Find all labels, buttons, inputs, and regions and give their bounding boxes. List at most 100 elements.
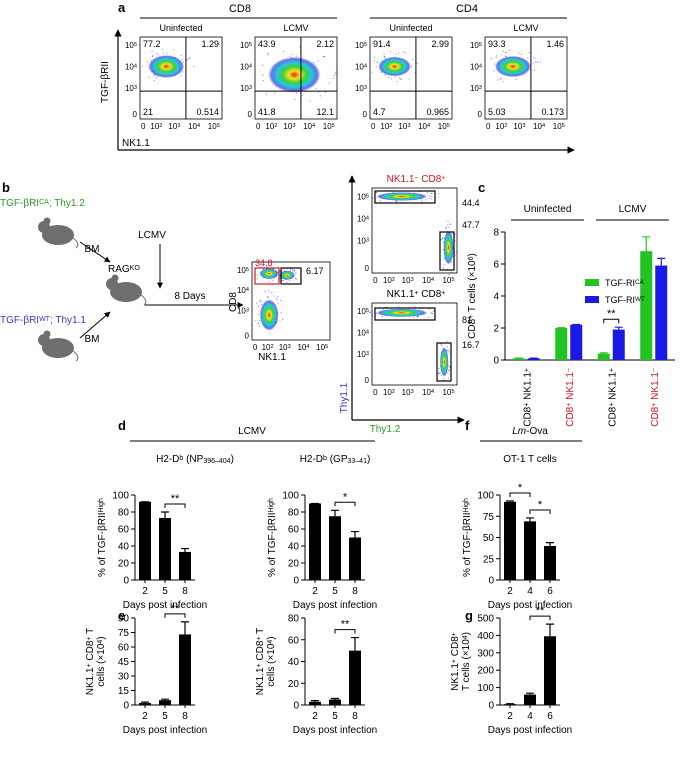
bar	[179, 551, 191, 580]
event-dot	[382, 308, 385, 310]
x-axis-label: Days post infection	[488, 725, 573, 736]
event-dot	[527, 56, 529, 58]
event-dot	[289, 269, 292, 272]
text-segment: 5	[451, 389, 454, 395]
y-tick-label: 0	[365, 264, 370, 273]
y-tick-label: 300	[477, 648, 494, 659]
event-dot	[408, 78, 410, 80]
event-dot	[437, 371, 439, 373]
event-dot	[180, 54, 182, 57]
y-tick-label: 0	[488, 701, 494, 712]
x-tick-label: 8	[182, 586, 188, 597]
x-tick-label: 0	[373, 276, 378, 285]
y-tick-label: 105	[125, 41, 137, 50]
text-segment: 10	[422, 388, 431, 397]
y-tick-label: 0	[248, 110, 253, 119]
quadrant-value: 4.7	[373, 107, 386, 117]
y-tick-label: 20	[118, 559, 130, 570]
text-segment: +	[608, 403, 615, 407]
text-segment: NK1.1	[607, 372, 618, 403]
event-dot	[315, 87, 317, 89]
text-segment: 10	[357, 193, 366, 202]
legend-swatch	[585, 279, 599, 286]
y-tick-label: 104	[240, 63, 252, 72]
text-segment: 4	[197, 123, 200, 129]
error-bar	[141, 701, 149, 704]
event-dot	[162, 52, 165, 54]
text-segment: 4	[431, 389, 434, 395]
y-tick-label: 105	[240, 41, 252, 50]
density-blob	[268, 56, 321, 93]
text-segment: 3	[366, 238, 369, 244]
significance-bracket	[529, 509, 551, 514]
event-dot	[386, 306, 388, 308]
step-label: BM	[85, 244, 100, 255]
text-segment: % of TGF-βRII	[97, 512, 108, 576]
event-dot	[432, 310, 434, 312]
error-bar	[161, 698, 169, 701]
error-bar	[351, 530, 359, 538]
text-segment: CD8	[522, 406, 533, 426]
event-dot	[416, 62, 419, 64]
axis-label: NK1.1	[258, 352, 286, 363]
text-segment: NK1.1	[387, 174, 415, 185]
error-bar	[546, 542, 554, 546]
event-dot	[443, 378, 445, 380]
recipient-label: RAGKO	[108, 264, 140, 275]
event-dot	[454, 233, 456, 235]
event-dot	[280, 312, 282, 314]
event-dot	[442, 237, 444, 239]
x-tick-label: 105	[442, 276, 454, 285]
bar	[544, 546, 556, 580]
mouse-icon	[38, 330, 79, 362]
density-blob	[378, 56, 411, 77]
x-tick-label: CD8+ NK1.1+	[522, 368, 533, 427]
text-segment: 33–41	[348, 458, 368, 465]
x-tick-label: 4	[527, 711, 533, 722]
text-segment: CD8	[607, 406, 618, 426]
text-segment: 10	[237, 286, 246, 295]
event-dot	[335, 71, 337, 73]
event-dot	[450, 223, 452, 225]
step-label: 8 Days	[174, 291, 205, 302]
text-segment: 6	[468, 256, 475, 260]
error-bar	[331, 509, 339, 517]
event-dot	[270, 264, 272, 266]
gate	[254, 267, 280, 285]
text-segment: +	[565, 403, 572, 407]
y-axis-label: CD8+ T cells (×106)	[467, 253, 478, 339]
event-dot	[518, 52, 520, 54]
y-tick-label: 15	[118, 686, 130, 697]
text-segment: 10	[533, 122, 542, 131]
event-dot	[493, 70, 495, 72]
bar	[309, 701, 321, 705]
text-segment: 10	[240, 41, 249, 50]
x-tick-label: 103	[513, 122, 525, 131]
event-dot	[536, 61, 539, 63]
x-tick-label: CD8+ NK1.1−	[565, 368, 576, 427]
y-tick-label: 0	[363, 110, 368, 119]
text-segment: WT	[39, 316, 51, 323]
event-dot	[493, 63, 495, 65]
text-segment: H2-D	[300, 454, 323, 465]
y-tick-label: 25	[483, 554, 495, 565]
y-tick-label: 4	[493, 292, 499, 303]
text-segment: 10	[495, 122, 504, 131]
y-tick-label: 103	[357, 350, 369, 359]
event-dot	[279, 319, 281, 322]
text-segment: +	[441, 290, 445, 297]
event-dot	[259, 319, 261, 322]
arrow	[79, 311, 111, 339]
event-dot	[439, 372, 441, 374]
step-label: BM	[85, 334, 100, 345]
gate	[374, 307, 436, 321]
event-dot	[390, 78, 393, 80]
text-segment: NK1.1	[387, 289, 415, 300]
text-segment: +	[86, 663, 93, 667]
event-dot	[283, 268, 285, 270]
axis-label: NK1.1	[122, 138, 150, 149]
significance-label: *	[538, 499, 543, 511]
gate-value: 44.4	[462, 198, 480, 208]
y-tick-label: 40	[288, 542, 300, 553]
y-tick-label: 0	[123, 701, 129, 712]
